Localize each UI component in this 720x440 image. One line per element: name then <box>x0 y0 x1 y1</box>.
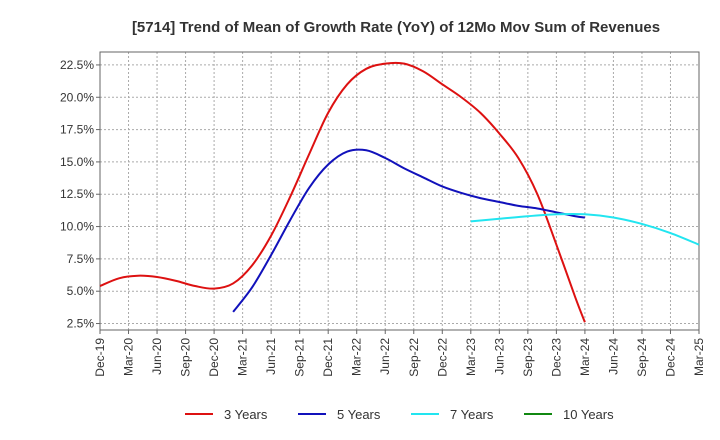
x-tick-label: Dec-23 <box>549 338 563 377</box>
y-axis: 2.5% 5.0% 7.5% 10.0% 12.5% 15.0% 17.5% 20.0% 22.… <box>60 58 100 331</box>
y-tick-label: 22.5% <box>60 58 94 72</box>
x-tick-label: Dec-21 <box>321 338 335 377</box>
x-tick-label: Sep-20 <box>179 338 193 377</box>
x-tick-label: Jun-22 <box>378 338 392 375</box>
x-tick-label: Sep-21 <box>293 338 307 377</box>
legend-label-5-years: 5 Years <box>337 407 381 422</box>
legend-label-7-years: 7 Years <box>450 407 494 422</box>
x-tick-label: Dec-22 <box>435 338 449 377</box>
y-tick-label: 20.0% <box>60 90 94 104</box>
x-tick-label: Dec-20 <box>207 338 221 377</box>
x-tick-label: Mar-20 <box>122 338 136 376</box>
plot-area-border <box>99 51 700 331</box>
series-line-7-years <box>470 212 700 246</box>
y-tick-label: 17.5% <box>60 123 94 137</box>
legend-label-10-years: 10 Years <box>563 407 614 422</box>
series-line-3-years <box>99 61 586 323</box>
x-tick-label: Jun-23 <box>492 338 506 375</box>
x-tick-label: Sep-22 <box>407 338 421 377</box>
x-tick-label: Jun-20 <box>150 338 164 375</box>
legend-label-3-years: 3 Years <box>224 407 268 422</box>
x-tick-label: Jun-24 <box>606 338 620 375</box>
y-tick-label: 5.0% <box>67 284 95 298</box>
x-tick-label: Sep-24 <box>635 338 649 377</box>
x-axis: Dec-19 Mar-20 Jun-20 Sep-20 Dec-20 Mar-21 Jun-… <box>93 330 706 377</box>
x-tick-label: Mar-22 <box>350 338 364 376</box>
x-tick-label: Mar-21 <box>236 338 250 376</box>
y-tick-label: 2.5% <box>67 317 95 331</box>
series-lines <box>99 61 700 323</box>
legend: 3 Years 5 Years 7 Years 10 Years <box>185 407 614 422</box>
chart-title: [5714] Trend of Mean of Growth Rate (YoY… <box>132 19 660 36</box>
x-tick-label: Mar-25 <box>692 338 706 376</box>
grid <box>99 52 700 330</box>
y-tick-label: 15.0% <box>60 155 94 169</box>
y-tick-label: 7.5% <box>67 252 95 266</box>
x-tick-label: Dec-19 <box>93 338 107 377</box>
y-tick-label: 10.0% <box>60 220 94 234</box>
x-tick-label: Sep-23 <box>521 338 535 377</box>
y-tick-label: 12.5% <box>60 187 94 201</box>
x-tick-label: Mar-24 <box>578 338 592 376</box>
series-line-5-years <box>232 148 586 313</box>
x-tick-label: Jun-21 <box>264 338 278 375</box>
x-tick-label: Dec-24 <box>663 338 677 377</box>
x-tick-label: Mar-23 <box>464 338 478 376</box>
